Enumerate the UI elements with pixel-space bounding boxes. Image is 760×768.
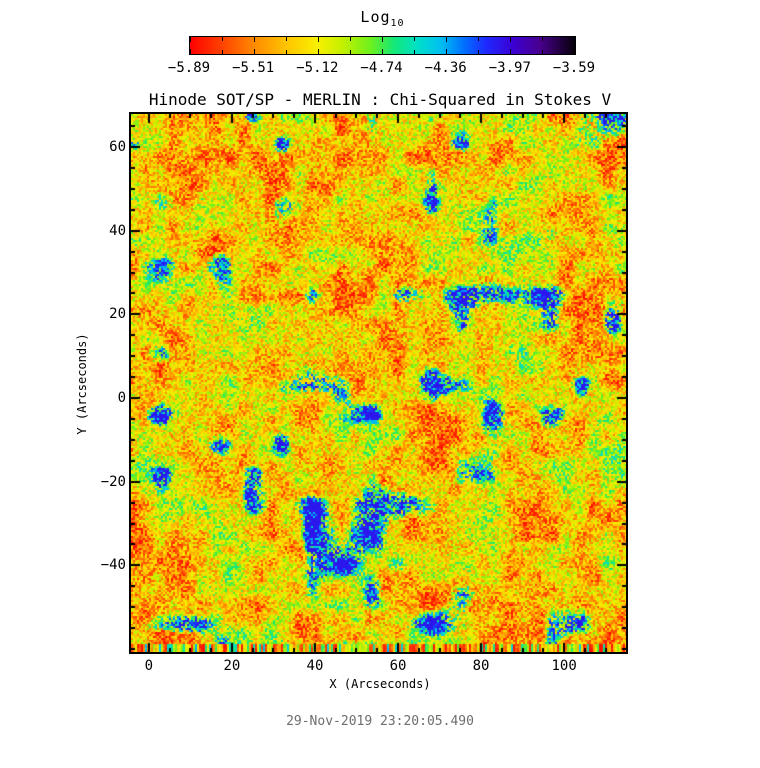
colorbar-tick xyxy=(510,49,512,54)
y-tick-label: 60 xyxy=(109,139,126,156)
colorbar-tick xyxy=(349,50,351,54)
colorbar-tick-label: −3.59 xyxy=(552,60,596,76)
y-tick-label: 40 xyxy=(109,222,126,239)
colorbar xyxy=(189,36,576,55)
colorbar-tick-label: −5.89 xyxy=(167,60,211,76)
y-tick-label: −40 xyxy=(100,557,126,574)
colorbar-tick xyxy=(317,37,319,42)
colorbar-tick xyxy=(446,49,448,54)
colorbar-tick xyxy=(253,49,255,54)
colorbar-tick-label: −3.97 xyxy=(488,60,531,76)
colorbar-tick xyxy=(478,37,480,41)
colorbar-label-text: Log xyxy=(360,8,391,26)
x-tick-label: 40 xyxy=(306,658,324,674)
colorbar-gradient xyxy=(190,37,575,54)
chart-title: Hinode SOT/SP - MERLIN : Chi-Squared in … xyxy=(148,90,612,109)
y-tick-label: 20 xyxy=(109,306,126,323)
colorbar-label-subscript: 10 xyxy=(390,18,405,29)
x-axis-label: X (Arcseconds) xyxy=(329,677,431,691)
colorbar-tick xyxy=(285,37,287,41)
timestamp: 29-Nov-2019 23:20:05.490 xyxy=(286,714,474,729)
y-tick-label: −20 xyxy=(100,473,126,490)
colorbar-tick-label: −4.74 xyxy=(360,60,403,76)
y-tick-label: 0 xyxy=(117,390,126,407)
y-axis-label: Y (Arcseconds) xyxy=(75,333,89,435)
colorbar-tick xyxy=(542,37,544,41)
colorbar-tick xyxy=(189,37,191,42)
colorbar-tick xyxy=(478,50,480,54)
colorbar-tick xyxy=(221,50,223,54)
colorbar-tick xyxy=(189,49,191,54)
plot-frame xyxy=(129,112,628,654)
colorbar-tick xyxy=(510,37,512,42)
x-tick-label: 20 xyxy=(223,658,241,674)
colorbar-tick-label: −5.12 xyxy=(296,60,339,76)
x-tick-label: 80 xyxy=(472,658,490,674)
heatmap-canvas xyxy=(131,114,626,652)
colorbar-tick xyxy=(446,37,448,42)
colorbar-label: Log10 xyxy=(190,8,575,29)
colorbar-tick xyxy=(285,50,287,54)
x-tick-label: 60 xyxy=(389,658,407,674)
x-tick-label: 100 xyxy=(551,658,577,674)
colorbar-tick xyxy=(574,37,576,42)
colorbar-tick xyxy=(414,37,416,41)
colorbar-tick-label: −5.51 xyxy=(232,60,275,76)
colorbar-tick xyxy=(253,37,255,42)
colorbar-tick xyxy=(414,50,416,54)
colorbar-tick-label: −4.36 xyxy=(424,60,467,76)
colorbar-tick xyxy=(221,37,223,41)
colorbar-tick xyxy=(382,49,383,54)
colorbar-tick xyxy=(574,49,576,54)
colorbar-tick xyxy=(382,37,383,42)
colorbar-tick xyxy=(349,37,351,41)
x-tick-label: 0 xyxy=(144,658,154,674)
colorbar-tick xyxy=(542,50,544,54)
colorbar-tick xyxy=(317,49,319,54)
